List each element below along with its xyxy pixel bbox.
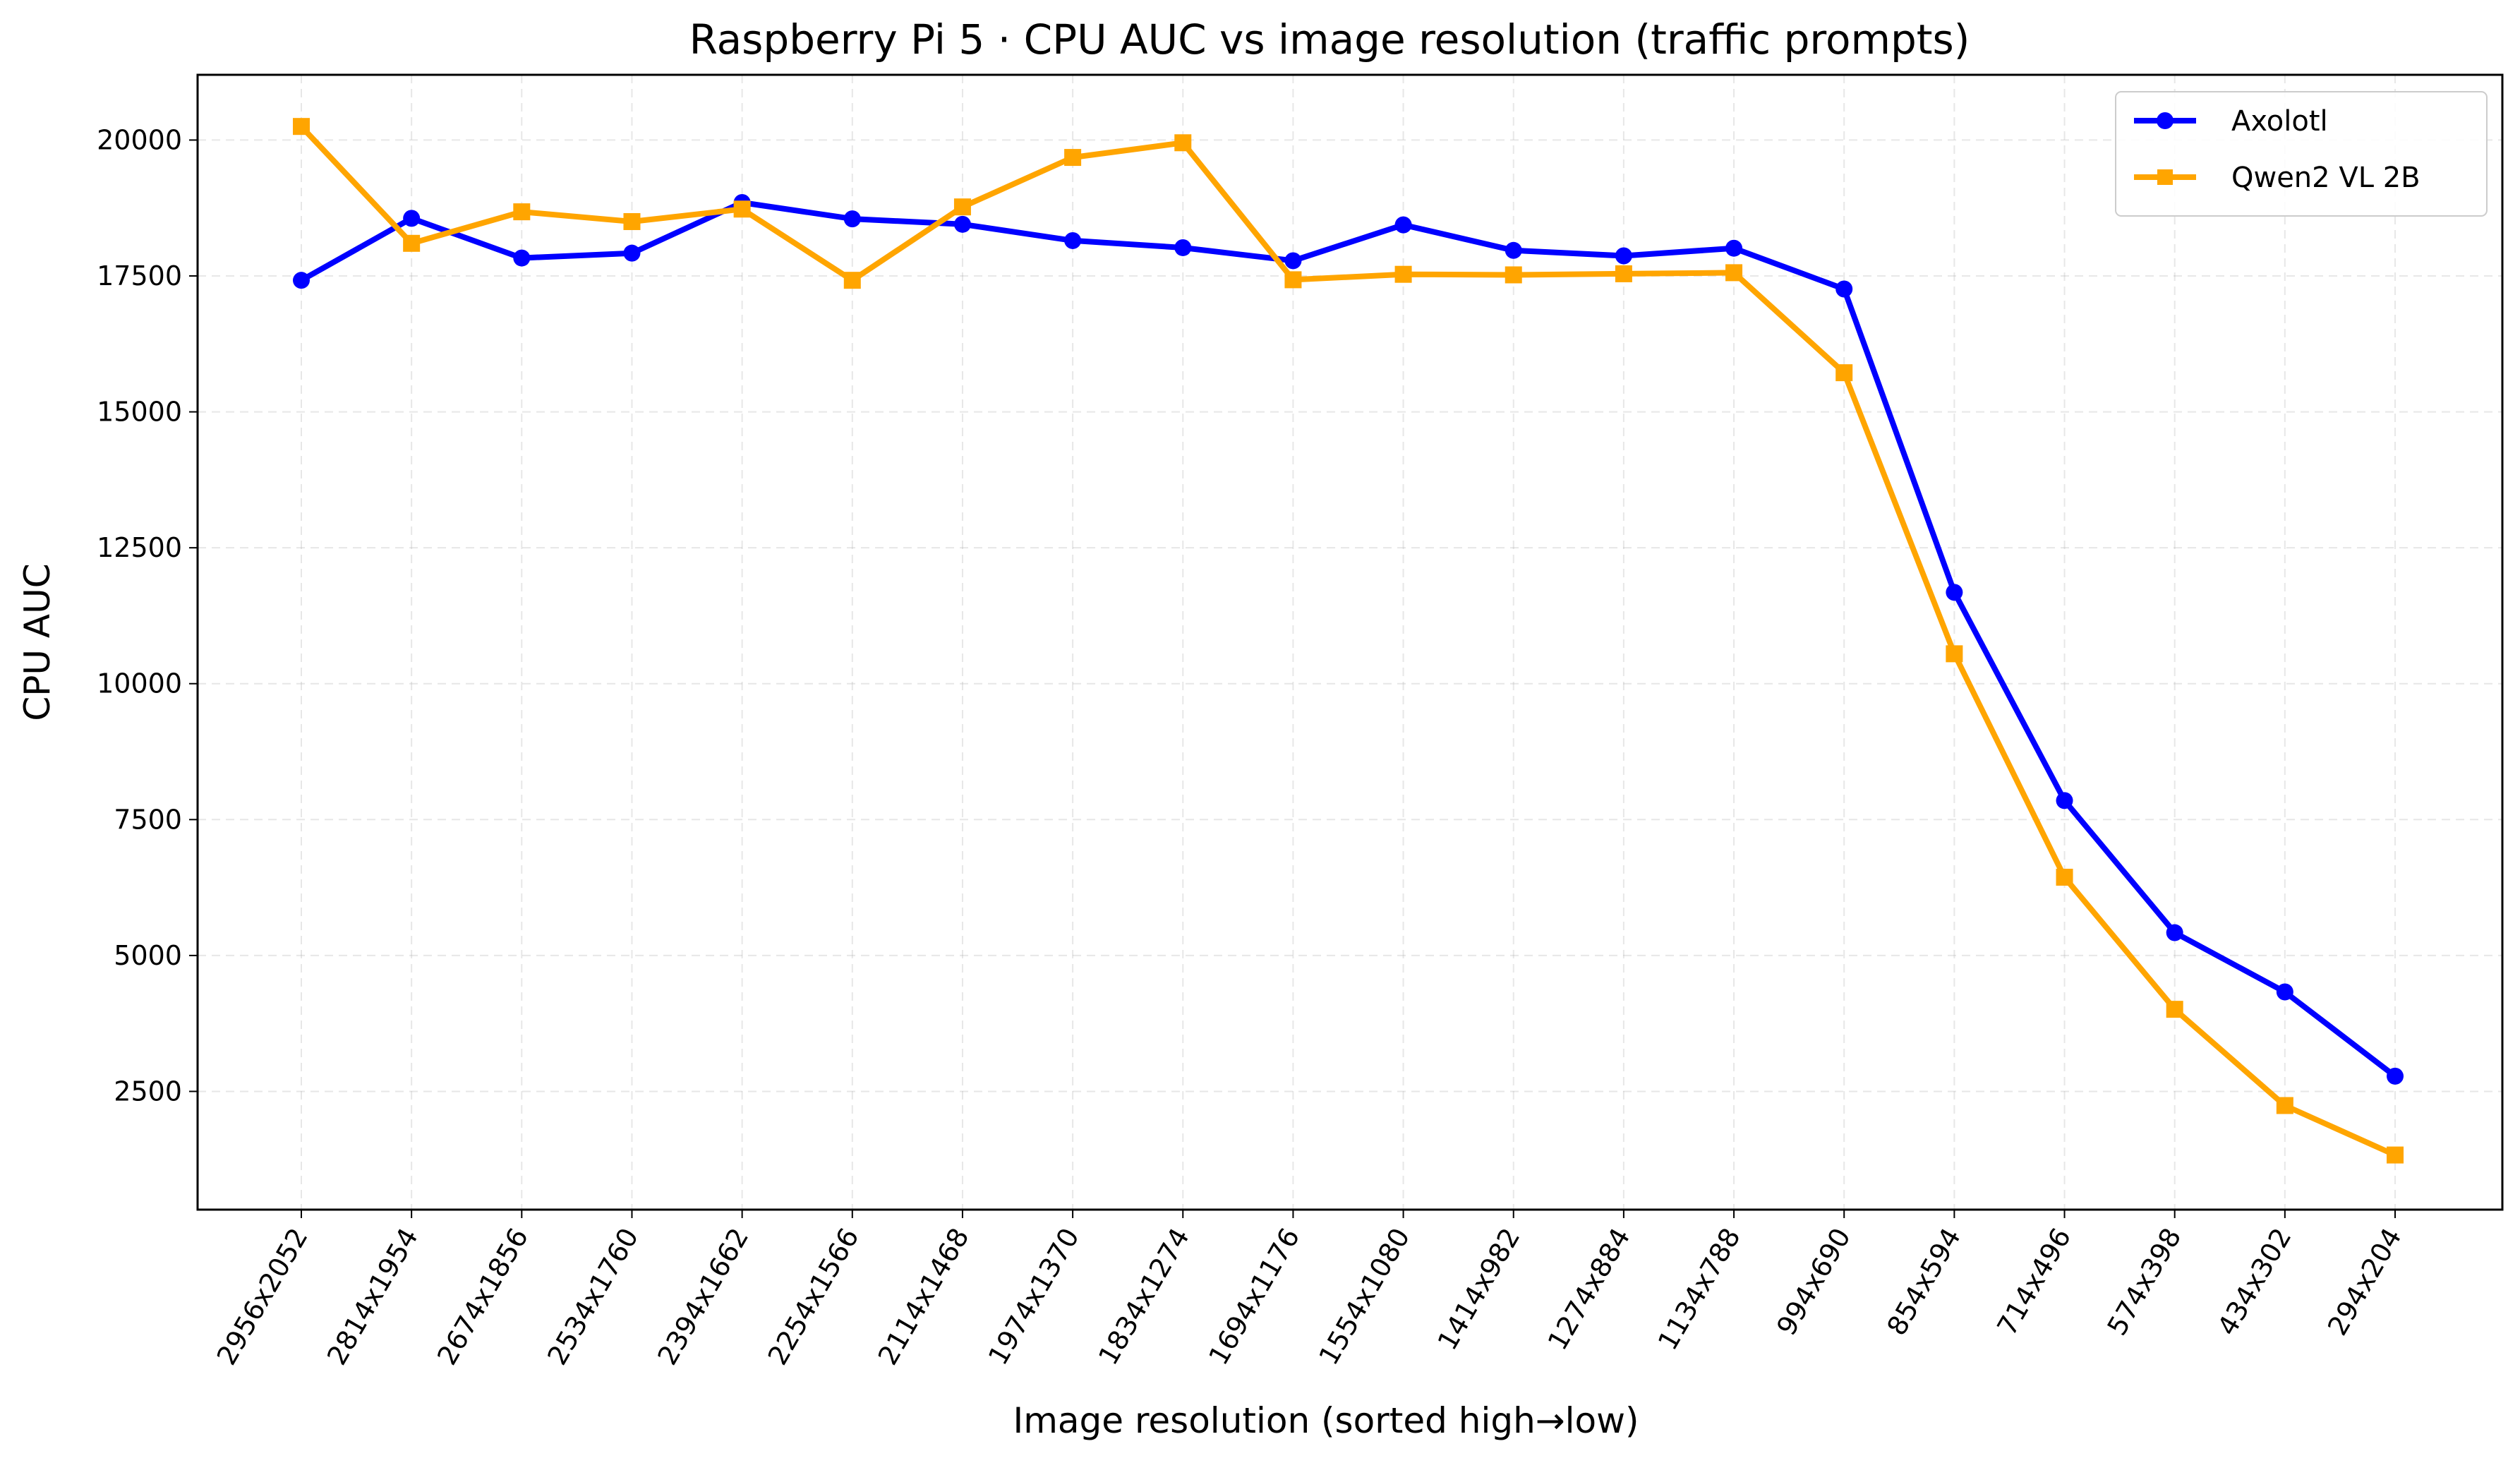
legend: Axolotl Qwen2 VL 2B [2115,91,2488,217]
data-point-qwen2-vl-2b [1946,645,1963,663]
x-tick-label: 2956x2052 [211,1223,314,1371]
x-tick-label: 434x302 [2212,1223,2298,1341]
data-point-qwen2-vl-2b [2056,868,2073,886]
y-tick-label: 15000 [97,397,182,428]
data-point-qwen2-vl-2b [733,200,751,218]
x-tick-label: 2534x1760 [541,1223,644,1371]
x-tick-label: 854x594 [1881,1223,1967,1341]
data-point-axolotl [1394,216,1412,234]
legend-box [2115,91,2488,217]
legend-label-qwen: Qwen2 VL 2B [2231,162,2420,194]
data-point-qwen2-vl-2b [2166,1001,2183,1018]
data-point-axolotl [1174,239,1192,256]
y-axis-label: CPU AUC [17,563,58,721]
y-tick-label: 10000 [97,668,182,699]
data-point-qwen2-vl-2b [1505,266,1522,284]
x-tick-label: 1834x1274 [1092,1223,1195,1371]
data-point-axolotl [293,272,310,289]
x-tick-label: 994x690 [1771,1223,1857,1341]
x-tick-label: 1974x1370 [982,1223,1085,1371]
data-point-qwen2-vl-2b [513,203,531,221]
data-point-qwen2-vl-2b [2387,1146,2404,1164]
legend-marker-axolotl [2157,112,2174,129]
x-tick-label: 2814x1954 [321,1223,424,1371]
data-point-axolotl [1946,584,1963,601]
y-tick-label: 12500 [97,532,182,563]
data-point-qwen2-vl-2b [1284,271,1302,289]
y-tick-label: 2500 [114,1076,182,1107]
data-point-axolotl [953,215,971,233]
plot-frame [196,73,2504,1211]
data-point-axolotl [1725,239,1743,257]
y-tick-label: 5000 [114,940,182,971]
data-point-qwen2-vl-2b [953,198,971,216]
data-point-axolotl [2166,924,2183,941]
x-tick-label: 2114x1468 [872,1223,975,1371]
data-point-qwen2-vl-2b [623,212,641,230]
chart-title: Raspberry Pi 5 · CPU AUC vs image resolu… [689,16,1970,64]
data-point-axolotl [2056,792,2073,809]
data-point-qwen2-vl-2b [1394,265,1412,283]
data-point-axolotl [1615,247,1632,265]
x-tick-label: 1274x884 [1542,1223,1636,1356]
grid-lines [198,75,2502,1210]
data-point-qwen2-vl-2b [1615,265,1632,282]
data-point-axolotl [843,210,861,228]
data-point-qwen2-vl-2b [843,272,861,289]
x-tick-label: 714x496 [1991,1223,2077,1341]
data-point-qwen2-vl-2b [1835,364,1853,382]
x-tick-label: 1414x982 [1432,1223,1526,1356]
x-tick-label: 2674x1856 [431,1223,534,1371]
data-point-qwen2-vl-2b [1174,134,1192,152]
data-point-qwen2-vl-2b [1725,264,1743,282]
data-point-qwen2-vl-2b [1064,149,1082,167]
data-point-axolotl [2276,983,2293,1001]
x-tick-label: 1134x788 [1652,1223,1747,1356]
data-series [293,118,2404,1164]
x-tick-label: 2394x1662 [651,1223,754,1371]
data-point-axolotl [1505,241,1522,259]
data-point-axolotl [403,210,421,227]
data-point-axolotl [2387,1067,2404,1085]
data-point-axolotl [1064,231,1082,249]
y-tick-label: 7500 [114,804,182,835]
series-line-axolotl [299,200,2398,1079]
y-tick-label: 20000 [97,124,182,155]
data-point-qwen2-vl-2b [293,118,310,136]
data-point-axolotl [623,244,641,262]
x-tick-label: 1694x1176 [1202,1223,1306,1371]
axes: 2956x2052 2814x1954 2674x1856 2534x1760 2394… [97,124,2408,1370]
legend-label-axolotl: Axolotl [2231,105,2328,138]
data-point-qwen2-vl-2b [2276,1097,2293,1114]
y-tick-label: 17500 [97,260,182,291]
x-axis-label: Image resolution (sorted high→low) [1013,1400,1639,1441]
x-tick-label: 2254x1566 [762,1223,865,1371]
x-tick-label: 294x204 [2322,1223,2408,1341]
x-tick-label: 1554x1080 [1313,1223,1416,1371]
series-line-qwen2-vl-2b [299,124,2398,1158]
data-point-axolotl [1284,252,1302,270]
data-point-axolotl [513,249,531,267]
x-tick-label: 574x398 [2102,1223,2188,1341]
legend-marker-qwen [2157,169,2173,185]
data-point-axolotl [1835,280,1853,298]
data-point-qwen2-vl-2b [403,234,421,252]
